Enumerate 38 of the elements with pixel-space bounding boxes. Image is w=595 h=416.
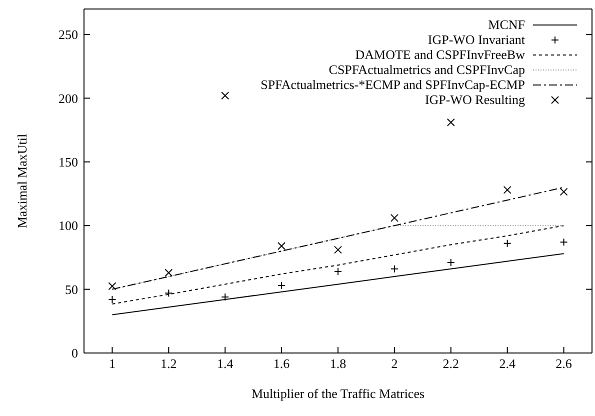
x-tick-label: 1.8 [330, 356, 346, 372]
y-tick-label: 0 [72, 346, 78, 361]
legend-label: MCNF [488, 16, 525, 32]
point [164, 268, 173, 277]
x-tick-label: 2.2 [442, 356, 460, 372]
x-tick-label: 1.2 [160, 356, 177, 372]
point [560, 238, 568, 246]
y-tick-label: 100 [58, 218, 78, 234]
x-tick-label: 1 [108, 356, 116, 372]
y-tick-label: 50 [65, 282, 78, 297]
y-axis-title: Maximal MaxUtil [14, 134, 30, 228]
point [446, 118, 455, 126]
point [503, 186, 512, 194]
y-tick-label: 250 [58, 27, 78, 42]
legend-label: SPFActualmetrics-*ECMP and SPFInvCap-ECMP [260, 76, 525, 92]
point [221, 92, 230, 100]
x-tick-label: 2 [391, 356, 398, 372]
x-tick-label: 1.4 [216, 356, 234, 372]
x-tick-label: 1.6 [273, 356, 290, 372]
x-axis-title: Multiplier of the Traffic Matrices [251, 386, 425, 401]
y-tick-label: 200 [58, 90, 78, 106]
line-series [112, 186, 564, 290]
point [278, 242, 286, 250]
point [503, 239, 512, 248]
point [390, 214, 398, 222]
point [334, 246, 342, 254]
x-tick-label: 2.4 [499, 356, 516, 372]
legend-label: DAMOTE and CSPFInvFreeBw [355, 46, 525, 62]
point [108, 282, 116, 290]
line-series [112, 253, 564, 316]
legend-label: IGP-WO Resulting [424, 92, 525, 108]
x-tick-label: 2.6 [556, 356, 572, 372]
legend-label: IGP-WO Invariant [428, 32, 525, 48]
point [390, 264, 398, 273]
point [164, 289, 173, 298]
legend-label: CSPFActualmetrics and CSPFInvCap [328, 62, 525, 78]
point [560, 188, 568, 196]
y-tick-label: 150 [58, 154, 78, 170]
